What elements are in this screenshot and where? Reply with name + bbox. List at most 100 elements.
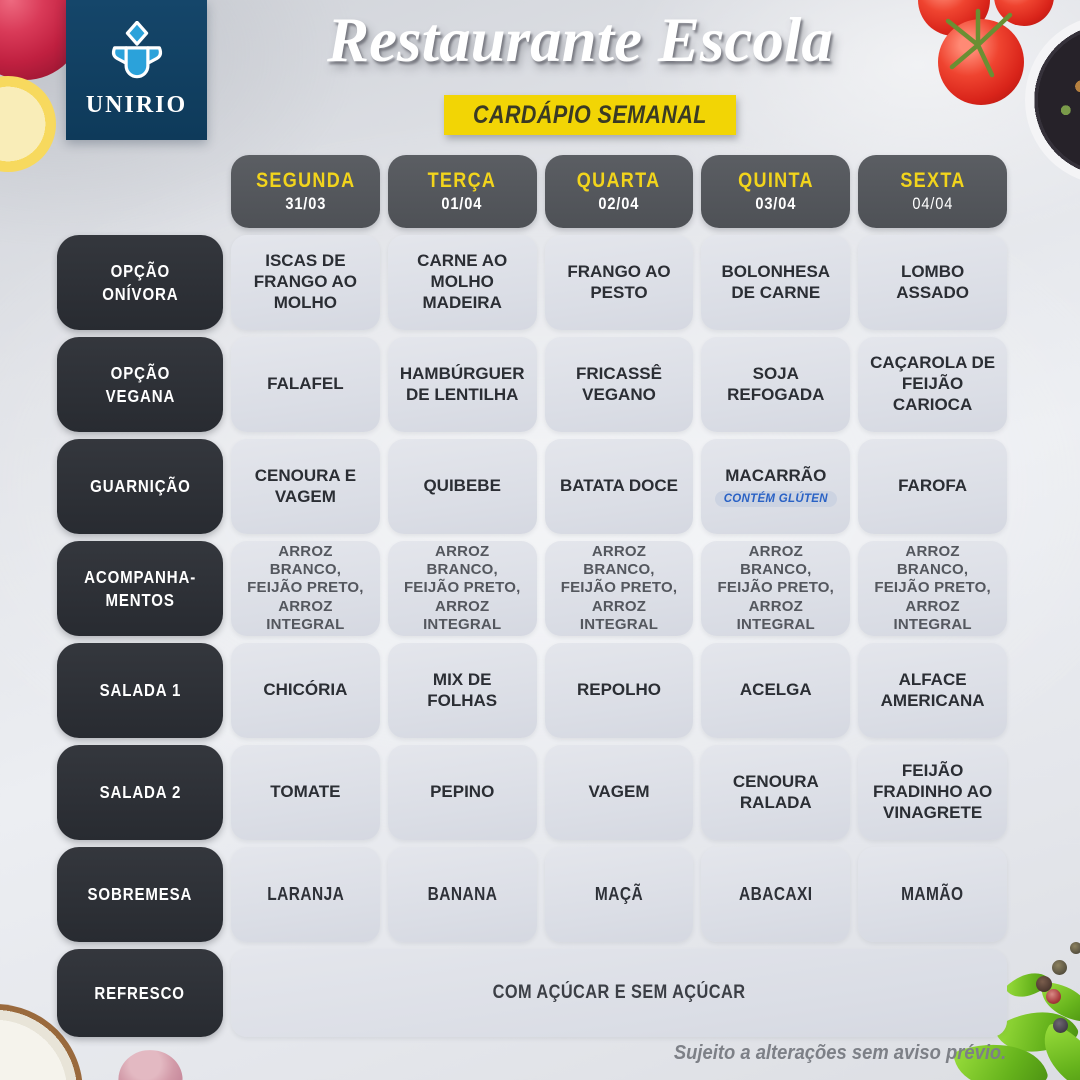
menu-cell-r1c4: CAÇAROLA DE FEIJÃO CARIOCA [858,337,1007,432]
row-header-2: GUARNIÇÃO [57,439,223,534]
menu-cell-r0c2: FRANGO AO PESTO [544,235,694,330]
row-header-label: SALADA 2 [99,782,181,803]
day-name: QUARTA [577,169,661,192]
menu-cell-text: ARROZ BRANCO, FEIJÃO PRETO, ARROZ INTEGR… [874,542,991,633]
menu-cell-text: CENOURA E VAGEM [254,465,357,506]
menu-cell-r4c4: ALFACE AMERICANA [858,643,1007,738]
menu-cell-text: SOJA REFOGADA [727,363,825,404]
menu-cell-r1c2: FRICASSÊ VEGANO [544,337,694,432]
menu-cell-text: CAÇAROLA DE FEIJÃO CARIOCA [870,353,996,414]
row-header-5: SALADA 2 [57,745,223,840]
menu-cell-r6c4: MAMÃO [858,847,1007,942]
menu-cell-text: BATATA DOCE [559,476,679,496]
peppercorn-decoration [1052,960,1067,975]
menu-cell-text: MACARRÃO [725,466,827,486]
menu-cell-r5c3: CENOURA RALADA [701,745,851,840]
menu-cell-text: ISCAS DE FRANGO AO MOLHO [253,251,358,312]
disclaimer-note: Sujeito a alterações sem aviso prévio. [673,1042,1006,1064]
page-title: Restaurante Escola [327,5,833,75]
menu-cell-text: MAÇÃ [594,883,644,904]
menu-cell-text: COM AÇÚCAR E SEM AÇÚCAR [492,982,746,1004]
day-date: 02/04 [598,194,640,213]
menu-cell-r5c2: VAGEM [544,745,694,840]
row-header-4: SALADA 1 [57,643,223,738]
menu-cell-text: ARROZ BRANCO, FEIJÃO PRETO, ARROZ INTEGR… [247,542,364,633]
menu-grid: SEGUNDA 31/03 TERÇA 01/04 QUARTA 02/04 QUINTA 0… [57,155,1007,1037]
menu-cell-r2c4: FAROFA [858,439,1007,534]
peppercorn-decoration [1053,1018,1068,1033]
day-date: 04/04 [912,194,954,213]
row-header-1: OPÇÃO VEGANA [57,337,223,432]
menu-cell-text: PEPINO [430,782,495,802]
day-header-0: SEGUNDA 31/03 [231,155,380,228]
menu-cell-text: ALFACE AMERICANA [880,669,985,710]
menu-cell-r2c1: QUIBEBE [387,439,537,534]
menu-cell-text: HAMBÚRGUER DE LENTILHA [399,363,525,404]
menu-cell-r4c1: MIX DE FOLHAS [387,643,537,738]
menu-cell-r5c0: TOMATE [231,745,380,840]
menu-cell-r3c2: ARROZ BRANCO, FEIJÃO PRETO, ARROZ INTEGR… [544,541,694,636]
peppercorn-decoration [1046,989,1061,1004]
menu-cell-text: MIX DE FOLHAS [427,669,498,710]
day-name: TERÇA [427,169,497,192]
menu-cell-r2c2: BATATA DOCE [544,439,694,534]
tomato-decoration [938,19,1024,105]
row-header-7: REFRESCO [57,949,223,1037]
row-header-label: ACOMPANHA- MENTOS [84,566,196,610]
menu-cell-r4c3: ACELGA [701,643,851,738]
menu-cell-text: TOMATE [270,782,341,802]
weekly-menu-badge: CARDÁPIO SEMANAL [444,95,736,135]
menu-cell-text: MAMÃO [901,883,964,904]
row-header-label: OPÇÃO VEGANA [105,362,175,406]
day-name: SEGUNDA [255,169,356,192]
day-date: 03/04 [755,194,797,213]
garlic-decoration [114,1045,186,1080]
unirio-crown-icon [111,21,162,79]
day-date: 31/03 [284,194,326,213]
menu-cell-r4c2: REPOLHO [544,643,694,738]
menu-cell-text: BANANA [427,883,498,904]
menu-cell-text: ARROZ BRANCO, FEIJÃO PRETO, ARROZ INTEGR… [403,542,521,633]
menu-cell-text: FEIJÃO FRADINHO AO VINAGRETE [872,761,993,822]
menu-cell-r2c0: CENOURA E VAGEM [231,439,380,534]
row-header-6: SOBREMESA [57,847,223,942]
menu-cell-r6c1: BANANA [387,847,537,942]
menu-cell-text: FRICASSÊ VEGANO [576,363,662,404]
peppercorn-decoration [1036,976,1052,992]
menu-cell-r3c4: ARROZ BRANCO, FEIJÃO PRETO, ARROZ INTEGR… [858,541,1007,636]
row-header-label: REFRESCO [94,982,186,1003]
menu-cell-r1c1: HAMBÚRGUER DE LENTILHA [387,337,537,432]
day-name: QUINTA [737,169,814,192]
row-header-label: SOBREMESA [87,884,193,905]
menu-cell-r0c0: ISCAS DE FRANGO AO MOLHO [231,235,380,330]
menu-cell-r1c3: SOJA REFOGADA [701,337,851,432]
unirio-logo-text: UNIRIO [85,92,188,118]
menu-cell-text: CHICÓRIA [263,680,348,700]
day-header-4: SEXTA 04/04 [858,155,1007,228]
menu-cell-text: CENOURA RALADA [732,771,819,812]
row-header-label: SALADA 1 [99,680,181,701]
menu-cell-r3c0: ARROZ BRANCO, FEIJÃO PRETO, ARROZ INTEGR… [231,541,380,636]
menu-cell-text: ARROZ BRANCO, FEIJÃO PRETO, ARROZ INTEGR… [717,542,835,633]
menu-cell-r6c0: LARANJA [231,847,380,942]
bean-bowl-decoration [1025,15,1080,185]
lemon-slice-decoration [0,76,56,172]
menu-cell-text: VAGEM [588,782,650,802]
menu-cell-r6c3: ABACAXI [701,847,851,942]
menu-cell-r5c1: PEPINO [387,745,537,840]
menu-cell-refresco: COM AÇÚCAR E SEM AÇÚCAR [231,949,1007,1037]
menu-cell-text: LARANJA [266,883,344,904]
menu-cell-r0c1: CARNE AO MOLHO MADEIRA [387,235,537,330]
menu-cell-r1c0: FALAFEL [231,337,380,432]
menu-cell-r4c0: CHICÓRIA [231,643,380,738]
row-header-label: GUARNIÇÃO [89,476,191,497]
menu-cell-text: ARROZ BRANCO, FEIJÃO PRETO, ARROZ INTEGR… [560,542,678,633]
peppercorn-decoration [1070,942,1080,954]
unirio-logo: UNIRIO [66,0,207,140]
day-header-2: QUARTA 02/04 [544,155,694,228]
weekly-menu-badge-label: CARDÁPIO SEMANAL [473,100,707,129]
menu-cell-text: QUIBEBE [423,476,501,496]
menu-cell-r3c1: ARROZ BRANCO, FEIJÃO PRETO, ARROZ INTEGR… [387,541,537,636]
day-header-3: QUINTA 03/04 [701,155,851,228]
menu-cell-r3c3: ARROZ BRANCO, FEIJÃO PRETO, ARROZ INTEGR… [701,541,851,636]
